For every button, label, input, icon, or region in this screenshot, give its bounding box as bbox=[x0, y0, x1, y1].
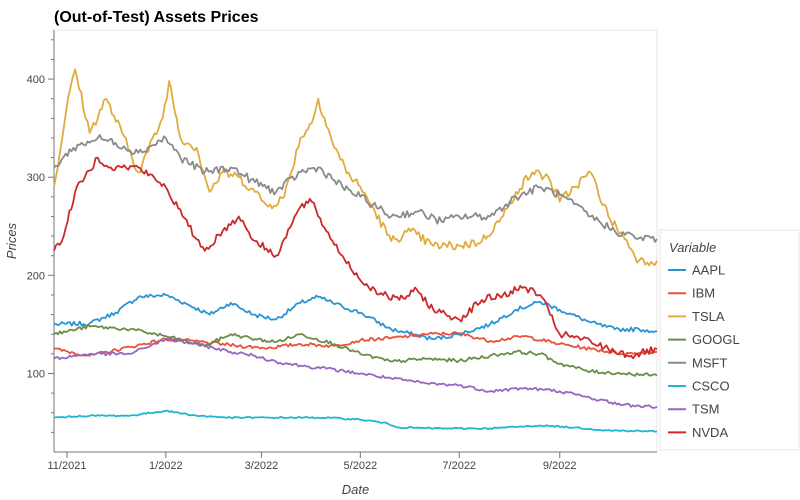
legend: Variable AAPL IBM TSLA GOOGL MSFT CSCO TSM NVDA bbox=[659, 229, 800, 451]
series-line-nvda bbox=[53, 156, 658, 360]
series-line-msft bbox=[53, 134, 658, 243]
series-line-aapl bbox=[53, 292, 658, 341]
legend-label-ibm: IBM bbox=[692, 286, 715, 301]
legend-label-nvda: NVDA bbox=[692, 425, 728, 440]
plot-frame bbox=[53, 29, 658, 453]
legend-label-aapl: AAPL bbox=[692, 263, 725, 278]
chart-title: (Out-of-Test) Assets Prices bbox=[54, 9, 259, 26]
y-tick-label: 200 bbox=[27, 270, 45, 282]
y-axis-label: Prices bbox=[4, 222, 19, 259]
series-line-googl bbox=[53, 324, 658, 377]
legend-label-googl: GOOGL bbox=[692, 332, 740, 347]
legend-title: Variable bbox=[669, 240, 716, 255]
x-tick-label: 3/2022 bbox=[245, 460, 279, 472]
y-tick-label: 300 bbox=[27, 172, 45, 184]
legend-label-tsm: TSM bbox=[692, 402, 719, 417]
x-tick-label: 5/2022 bbox=[344, 460, 378, 472]
y-tick-label: 400 bbox=[27, 74, 45, 86]
series-line-csco bbox=[53, 409, 658, 433]
x-axis-label: Date bbox=[342, 482, 369, 497]
x-tick-label: 1/2022 bbox=[149, 460, 183, 472]
x-tick-label: 11/2021 bbox=[47, 460, 86, 472]
x-tick-label: 9/2022 bbox=[543, 460, 577, 472]
series-lines bbox=[53, 68, 658, 433]
legend-label-csco: CSCO bbox=[692, 379, 730, 394]
legend-label-msft: MSFT bbox=[692, 355, 727, 370]
x-tick-label: 7/2022 bbox=[442, 460, 476, 472]
series-line-tsm bbox=[53, 337, 658, 409]
y-axis: 100 200 300 400 bbox=[27, 30, 55, 452]
y-tick-label: 100 bbox=[27, 368, 45, 380]
legend-label-tsla: TSLA bbox=[692, 309, 725, 324]
series-line-ibm bbox=[53, 331, 658, 357]
x-axis: 11/2021 1/2022 3/2022 5/2022 7/2022 9/2022 bbox=[47, 451, 657, 472]
